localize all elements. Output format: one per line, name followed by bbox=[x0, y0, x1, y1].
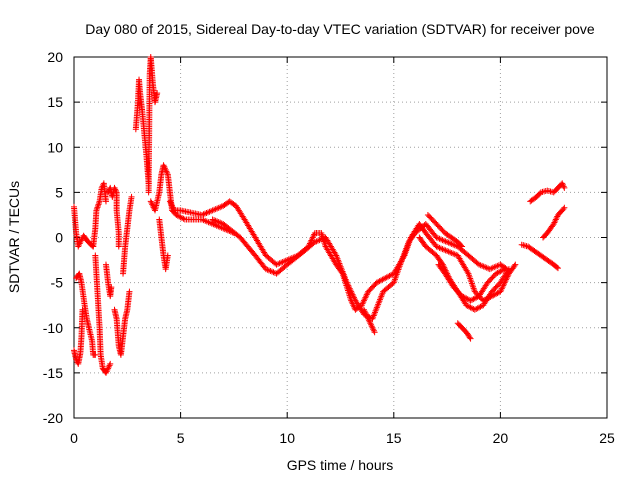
data-point bbox=[95, 201, 102, 208]
x-tick-labels: 0 5 10 15 20 25 bbox=[70, 430, 615, 446]
data-point bbox=[154, 90, 161, 97]
grid-lines bbox=[74, 57, 607, 418]
y-tick-label: 15 bbox=[47, 94, 63, 110]
x-tick-label: 10 bbox=[279, 430, 295, 446]
x-tick-label: 0 bbox=[70, 430, 78, 446]
data-point bbox=[94, 204, 101, 211]
y-tick-label: 10 bbox=[47, 139, 63, 155]
data-point bbox=[466, 334, 473, 341]
data-point bbox=[107, 360, 114, 367]
data-point bbox=[115, 243, 122, 250]
data-point bbox=[511, 262, 518, 269]
x-tick-label: 15 bbox=[386, 430, 402, 446]
data-point bbox=[561, 184, 568, 191]
data-point bbox=[467, 335, 474, 342]
data-point bbox=[371, 329, 378, 336]
plot-frame bbox=[73, 56, 608, 419]
y-tick-label: 5 bbox=[55, 184, 63, 200]
x-tick-label: 20 bbox=[493, 430, 509, 446]
data-point bbox=[180, 215, 187, 222]
data-point bbox=[128, 193, 135, 200]
x-tick-label: 25 bbox=[599, 430, 615, 446]
y-tick-label: -10 bbox=[43, 320, 63, 336]
y-tick-labels: -20 -15 -10 -5 0 5 10 15 20 bbox=[43, 49, 63, 426]
y-axis-label: SDTVAR / TECUs bbox=[6, 181, 22, 293]
data-point bbox=[96, 199, 103, 206]
data-point bbox=[126, 288, 133, 295]
y-tick-label: -20 bbox=[43, 410, 63, 426]
y-tick-label: -5 bbox=[51, 275, 64, 291]
data-point bbox=[501, 266, 508, 273]
y-tick-label: -15 bbox=[43, 365, 63, 381]
x-axis-label: GPS time / hours bbox=[287, 457, 394, 473]
data-point bbox=[92, 351, 99, 358]
data-point bbox=[93, 205, 100, 212]
chart-title: Day 080 of 2015, Sidereal Day-to-day VTE… bbox=[85, 21, 595, 37]
data-point bbox=[553, 264, 560, 271]
data-point bbox=[554, 265, 561, 272]
data-marks bbox=[71, 54, 568, 376]
data-point bbox=[500, 266, 507, 273]
y-tick-label: 0 bbox=[55, 230, 63, 246]
data-point bbox=[459, 243, 466, 250]
axis-ticks bbox=[73, 56, 608, 419]
data-point bbox=[108, 284, 115, 291]
data-point bbox=[561, 204, 568, 211]
x-tick-label: 5 bbox=[177, 430, 185, 446]
data-point bbox=[512, 261, 519, 268]
data-point bbox=[94, 202, 101, 209]
data-point bbox=[457, 242, 464, 249]
data-point bbox=[102, 198, 109, 205]
data-point bbox=[560, 206, 567, 213]
data-point bbox=[164, 252, 171, 259]
y-tick-label: 20 bbox=[47, 49, 63, 65]
